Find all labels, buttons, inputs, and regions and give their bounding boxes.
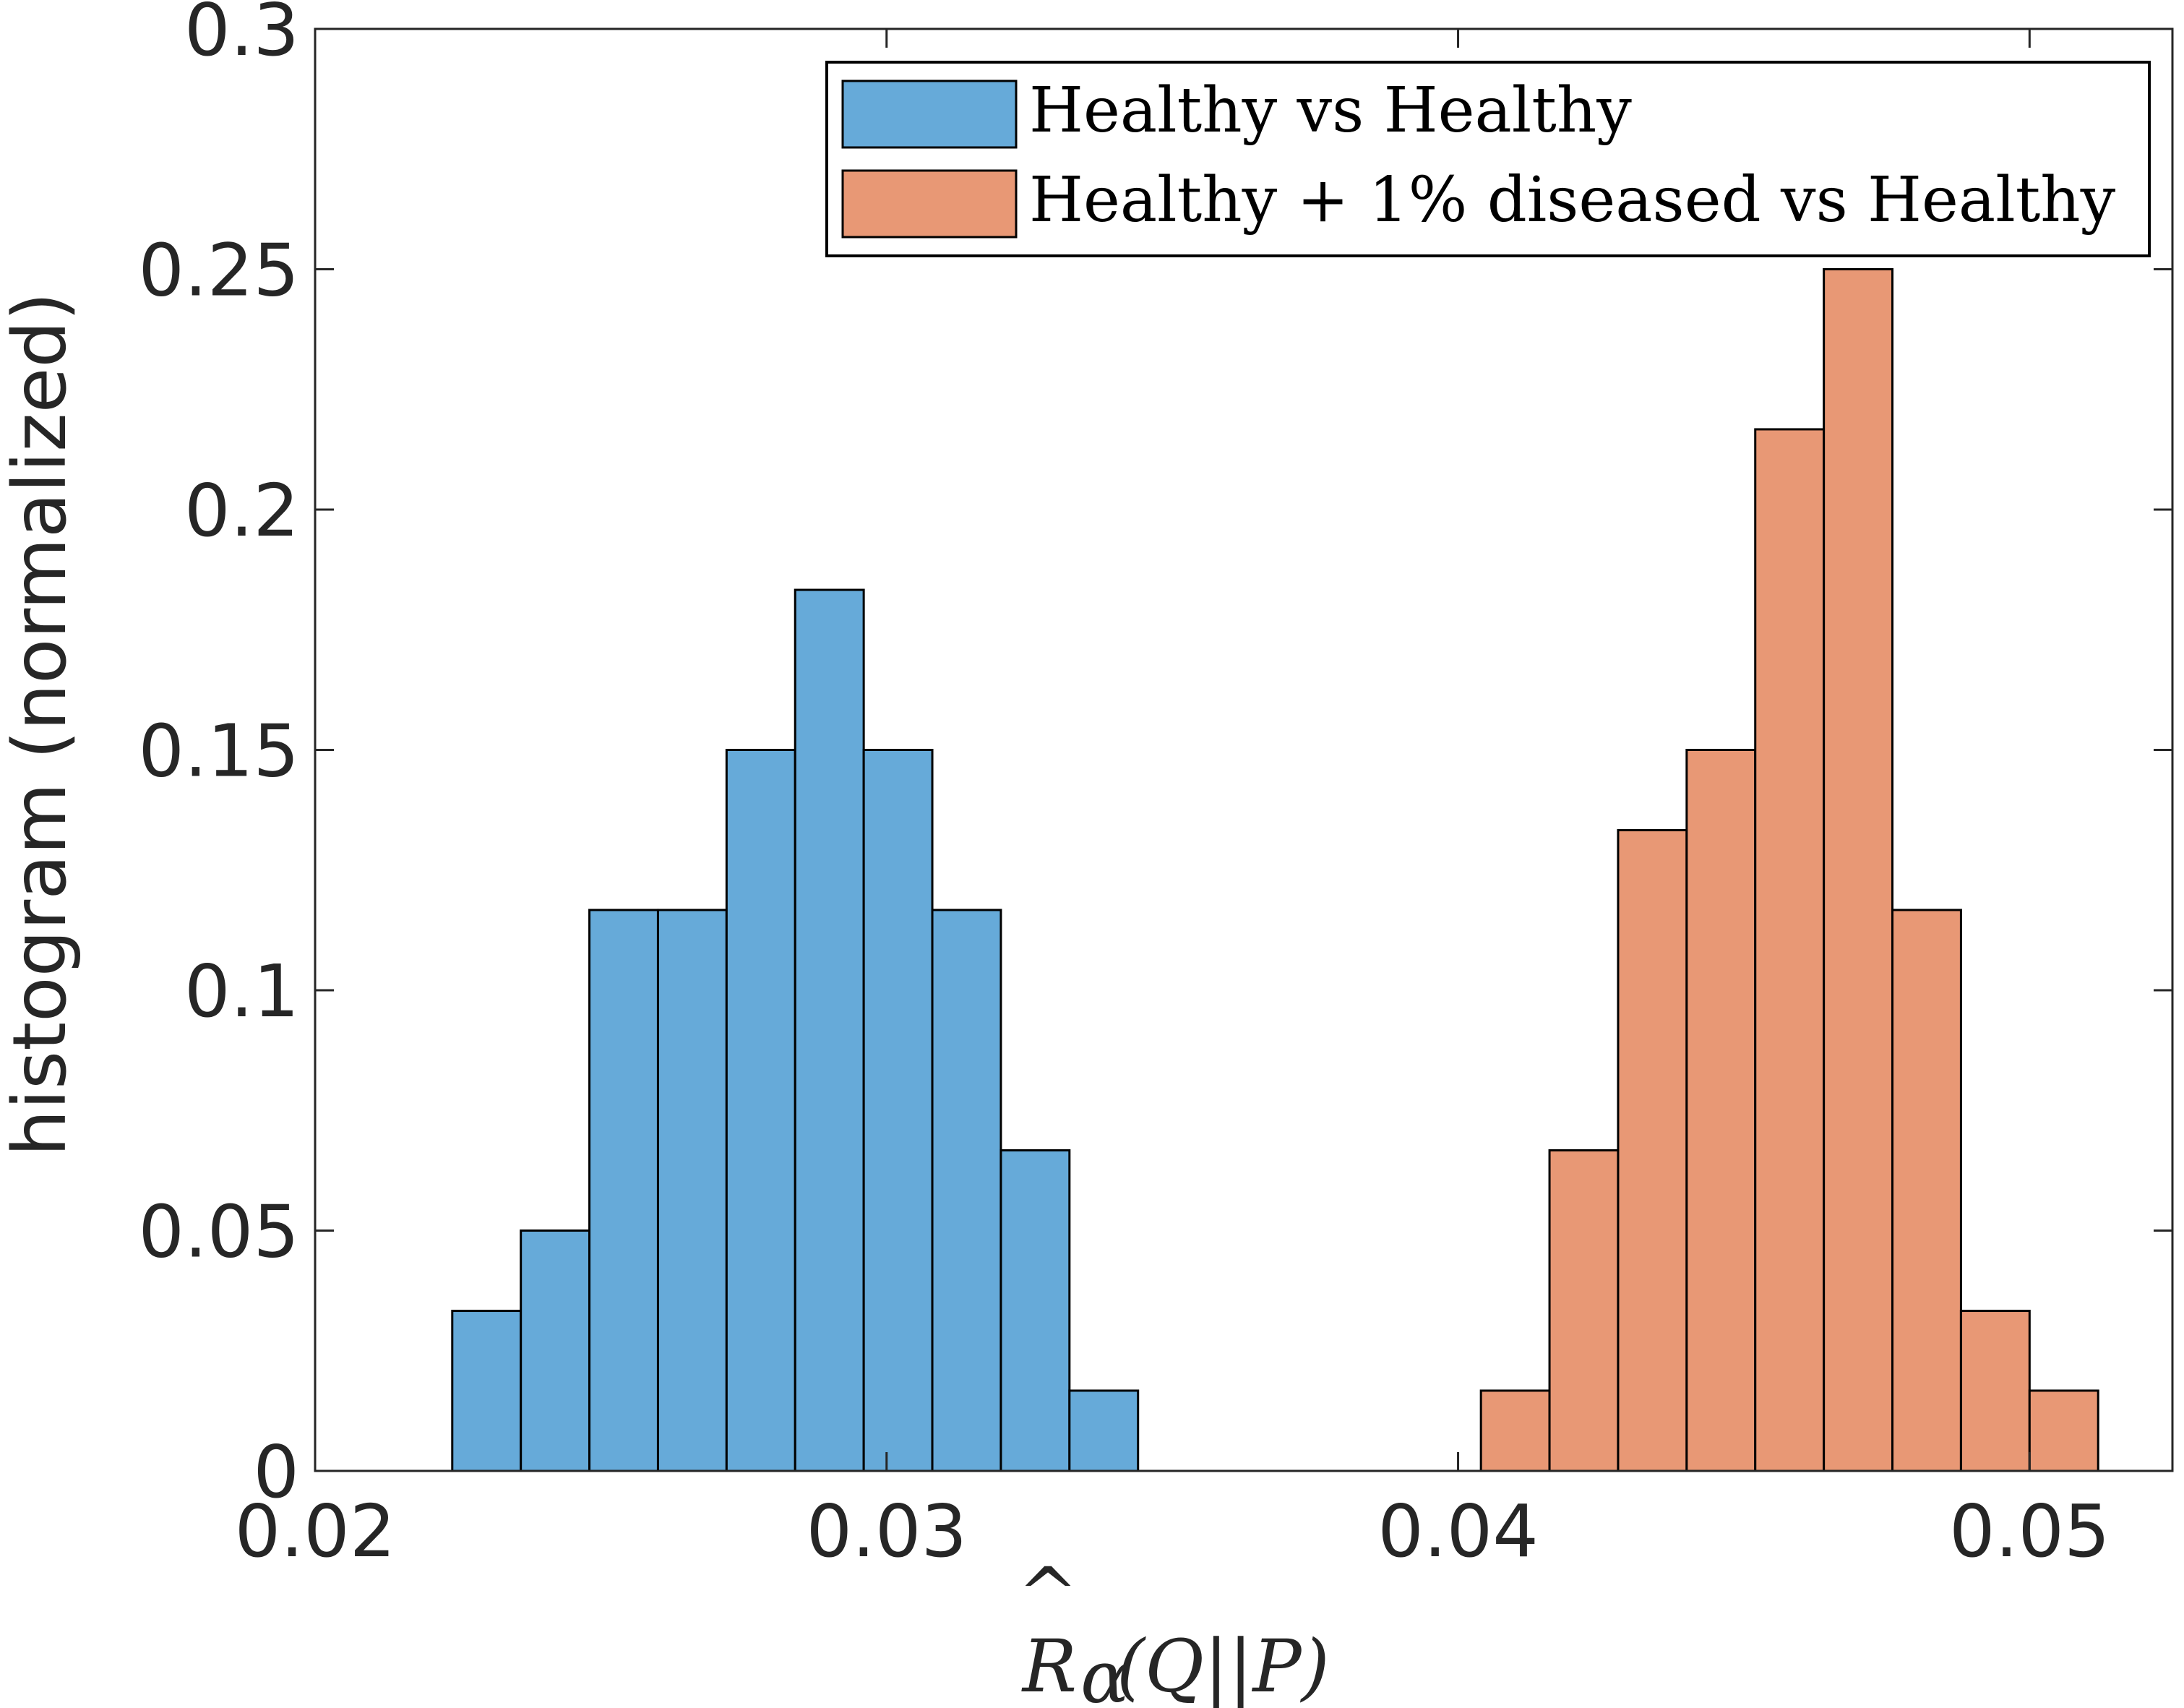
y-tick-label: 0.1 bbox=[184, 949, 299, 1034]
histogram-bar-series-0 bbox=[862, 749, 934, 1472]
histogram-bar-series-0 bbox=[725, 749, 796, 1472]
histogram-bar-series-1 bbox=[1548, 1149, 1620, 1472]
x-tick-label: 0.05 bbox=[1949, 1489, 2110, 1574]
histogram-bar-series-0 bbox=[794, 588, 865, 1472]
y-tick-label: 0.05 bbox=[138, 1190, 299, 1274]
histogram-bar-series-1 bbox=[1959, 1310, 2031, 1472]
y-tick-label: 0.25 bbox=[138, 228, 299, 313]
histogram-bar-series-0 bbox=[1068, 1389, 1140, 1472]
legend-label-diseased: Healthy + 1% diseased vs Healthy bbox=[1029, 164, 2116, 236]
x-tick-label: 0.02 bbox=[235, 1489, 396, 1574]
x-tick-label: 0.04 bbox=[1377, 1489, 1539, 1574]
histogram-bar-series-0 bbox=[656, 909, 728, 1472]
histogram-bar-series-0 bbox=[520, 1229, 591, 1472]
histogram-bar-series-0 bbox=[451, 1310, 523, 1472]
svg-text:R: R bbox=[1021, 1624, 1077, 1708]
y-tick-label: 0.3 bbox=[184, 0, 299, 72]
histogram-bar-series-1 bbox=[1891, 909, 1962, 1472]
histogram-bar-series-1 bbox=[1479, 1389, 1551, 1472]
y-tick-label: 0.2 bbox=[184, 468, 299, 553]
legend-box bbox=[825, 61, 2151, 257]
histogram-bar-series-1 bbox=[2028, 1389, 2099, 1472]
x-axis-label: R ^ α (Q||P) bbox=[1018, 1552, 1330, 1708]
x-tick-label: 0.03 bbox=[806, 1489, 967, 1574]
legend-swatch-healthy bbox=[841, 80, 1018, 149]
tick-labels-layer: 0.02 0.03 0.04 0.05 0 0.05 0.1 0.15 0.2 0.25 0.3 bbox=[138, 0, 2110, 1574]
histogram-bar-series-1 bbox=[1823, 268, 1894, 1472]
histogram-bar-series-0 bbox=[588, 909, 659, 1472]
legend-label-healthy: Healthy vs Healthy bbox=[1029, 74, 1632, 147]
histogram-bar-series-1 bbox=[1754, 428, 1826, 1472]
svg-text:(Q||P): (Q||P) bbox=[1117, 1624, 1330, 1708]
bars-layer bbox=[451, 268, 2099, 1472]
legend-swatch-diseased bbox=[841, 169, 1018, 239]
svg-text:^: ^ bbox=[1018, 1552, 1078, 1636]
legend: Healthy vs Healthy Healthy + 1% diseased… bbox=[825, 61, 2151, 257]
histogram-bar-series-1 bbox=[1685, 749, 1757, 1472]
y-tick-label: 0.15 bbox=[138, 709, 299, 794]
histogram-bar-series-0 bbox=[931, 909, 1002, 1472]
y-axis-label: histogram (normalized) bbox=[0, 292, 83, 1156]
svg-text:α: α bbox=[1080, 1635, 1130, 1708]
histogram-bar-series-0 bbox=[999, 1149, 1071, 1472]
histogram-bar-series-1 bbox=[1617, 829, 1688, 1472]
y-tick-label: 0 bbox=[253, 1430, 299, 1514]
axes-layer bbox=[314, 27, 2174, 1472]
